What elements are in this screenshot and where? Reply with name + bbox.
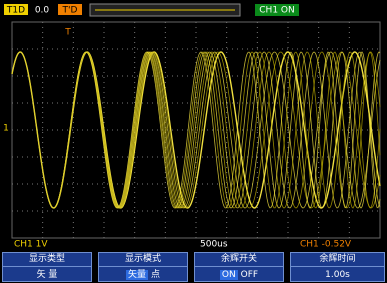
menu-title: 显示模式	[99, 253, 187, 267]
menu-value: ON OFF	[195, 267, 283, 283]
tag-text: T1D	[6, 6, 25, 16]
channel-scale: CH1 1V	[14, 240, 48, 250]
tag-text: 0.0	[35, 6, 50, 16]
menu-title: 余辉时间	[291, 253, 384, 267]
menu-item[interactable]: 显示类型 矢 量	[2, 252, 92, 282]
trigger-marker: T	[64, 28, 71, 38]
tag-text: T'D	[62, 6, 78, 16]
option: ON	[220, 270, 238, 280]
option: OFF	[241, 270, 258, 280]
display: T1D 0.0 T'D CH1 ON T 1 CH1 1V 500us CH1 …	[0, 0, 387, 252]
option: 矢量	[126, 270, 148, 280]
menu-title: 显示类型	[3, 253, 91, 267]
menu-value: 1.00s	[291, 267, 384, 283]
menu-item[interactable]: 余辉开关 ON OFF	[194, 252, 284, 282]
oscilloscope-screen: T1D 0.0 T'D CH1 ON T 1 CH1 1V 500us CH1 …	[0, 0, 387, 283]
status-text: CH1 ON	[259, 6, 294, 16]
menu-value: 矢 量	[3, 267, 91, 283]
trigger-level: CH1 -0.52V	[300, 240, 352, 250]
menu-title: 余辉开关	[195, 253, 283, 267]
channel-marker: 1	[3, 124, 9, 134]
menu-item[interactable]: 余辉时间 1.00s	[290, 252, 385, 282]
time-base: 500us	[200, 240, 228, 250]
menu-value: 矢量 点	[99, 267, 187, 283]
option: 点	[151, 270, 160, 280]
menu-item[interactable]: 显示模式 矢量 点	[98, 252, 188, 282]
